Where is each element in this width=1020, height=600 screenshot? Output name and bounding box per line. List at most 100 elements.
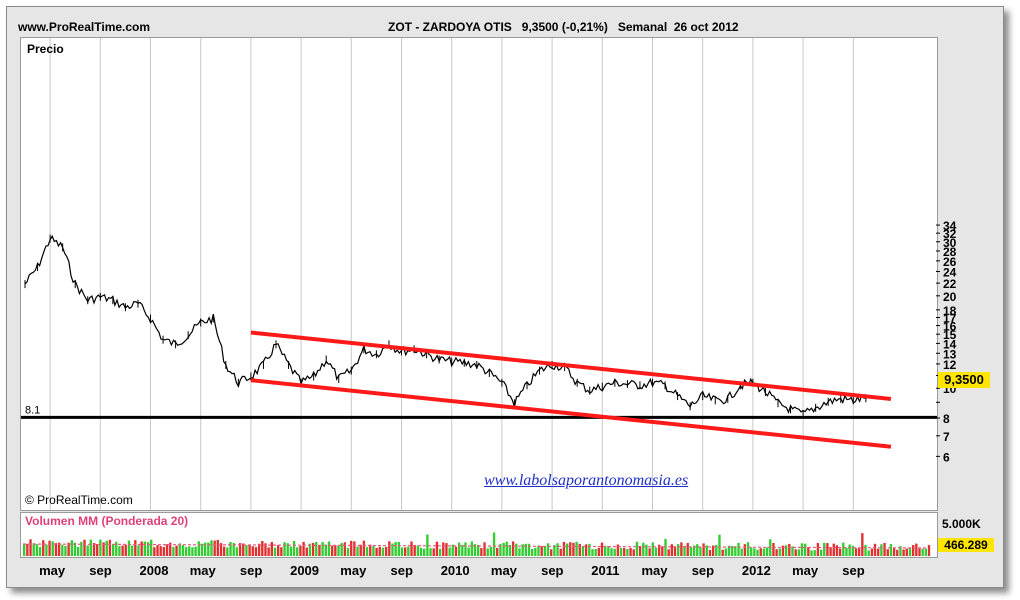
volume-bar	[461, 544, 464, 556]
volume-bar	[686, 543, 689, 556]
volume-bar	[432, 548, 435, 556]
y-tick-label: 13	[943, 347, 957, 361]
volume-bar	[76, 547, 80, 556]
volume-bar	[667, 549, 670, 556]
volume-bar	[419, 547, 423, 556]
volume-bar	[451, 544, 454, 556]
y-tick-label: 24	[943, 266, 957, 280]
volume-bar	[804, 543, 807, 556]
volume-bar	[197, 541, 200, 556]
volume-bar	[753, 548, 756, 556]
y-tick-label: 34	[943, 219, 957, 233]
volume-bar	[597, 547, 601, 556]
volume-bar	[232, 543, 235, 556]
volume-bar	[70, 540, 73, 556]
volume-bar	[654, 547, 658, 556]
volume-bar	[616, 544, 620, 556]
volume-bar	[550, 549, 553, 556]
volume-bar	[905, 548, 908, 556]
volume-bar	[92, 543, 96, 556]
volume-bar	[369, 544, 372, 556]
volume-panel-label: Volumen MM (Ponderada 20)	[25, 514, 189, 528]
volume-bar	[638, 546, 642, 556]
volume-bar	[867, 550, 870, 556]
volume-bar	[600, 542, 604, 556]
volume-bar	[375, 547, 378, 556]
volume-bar	[762, 548, 766, 556]
volume-bar	[143, 541, 147, 556]
volume-panel[interactable]: Volumen MM (Ponderada 20)	[20, 512, 938, 558]
volume-bar	[286, 543, 289, 556]
price-series-line	[24, 234, 866, 414]
y-tick-label: 22	[943, 277, 957, 291]
volume-bar	[321, 542, 324, 556]
volume-bar	[794, 549, 797, 556]
x-tick-label: 2011	[591, 563, 619, 578]
volume-bar	[861, 533, 864, 556]
volume-bar	[188, 546, 191, 556]
volume-bar	[207, 542, 210, 556]
volume-bar	[661, 546, 664, 556]
volume-bar	[64, 545, 67, 556]
volume-bar	[788, 543, 791, 556]
y-tick-label: 18	[943, 304, 957, 318]
volume-bar	[130, 545, 134, 556]
volume-bar	[454, 546, 458, 556]
x-tick-label: sep	[692, 563, 714, 578]
volume-bar	[537, 545, 540, 556]
volume-bar	[683, 545, 686, 556]
volume-bar	[626, 549, 629, 556]
volume-bar	[429, 548, 432, 556]
time-axis-labels: may sep 2008 may sep 2009 may sep 2010 may sep 2011…	[39, 563, 865, 578]
volume-bar	[334, 545, 337, 556]
volume-bar	[927, 545, 931, 556]
volume-bar	[86, 545, 89, 556]
volume-bar	[483, 542, 486, 556]
price-panel[interactable]: 8.1 Precio © ProRealTime.com www.labolsa…	[20, 37, 938, 511]
volume-bar	[159, 546, 162, 556]
volume-bar	[51, 541, 54, 556]
volume-bar	[410, 541, 413, 556]
volume-bar	[854, 548, 858, 556]
volume-bar	[26, 543, 29, 556]
volume-bar	[210, 540, 213, 556]
volume-bar	[276, 545, 280, 556]
volume-moving-average	[23, 543, 928, 549]
volume-bar	[248, 544, 251, 556]
support-line-label: 8.1	[25, 404, 40, 416]
volume-bar	[403, 547, 407, 556]
volume-bar	[562, 541, 566, 556]
watermark-link[interactable]: www.labolsaporantonomasia.es	[484, 472, 689, 489]
volume-bar	[467, 547, 470, 556]
last-price-badge: 9,3500	[938, 372, 990, 388]
volume-bar	[121, 545, 124, 556]
x-tick-label: may	[792, 563, 819, 578]
volume-bar	[219, 543, 223, 556]
volume-bar	[178, 543, 181, 556]
volume-bar	[670, 544, 674, 556]
volume-bar	[308, 543, 312, 556]
volume-bar	[273, 547, 277, 556]
volume-bar	[702, 543, 705, 556]
volume-bar	[708, 549, 712, 556]
volume-bar	[153, 547, 156, 556]
volume-bar	[594, 549, 597, 556]
volume-bar	[883, 542, 886, 556]
volume-bar	[877, 548, 880, 556]
volume-bar	[175, 545, 178, 556]
volume-bar	[435, 541, 439, 556]
volume-bar	[572, 542, 575, 556]
price-chart: 8.1	[21, 38, 937, 510]
volume-bar	[899, 546, 902, 556]
site-label[interactable]: www.ProRealTime.com	[18, 20, 151, 34]
volume-bar	[343, 542, 347, 556]
volume-bar	[416, 545, 420, 556]
volume-bar	[73, 542, 77, 556]
volume-bar	[486, 548, 489, 556]
volume-bar	[413, 544, 416, 556]
volume-bar	[838, 548, 842, 556]
volume-bar	[165, 544, 169, 556]
x-tick-label: 2012	[742, 563, 771, 578]
volume-bar	[613, 548, 616, 556]
volume-bar	[381, 547, 385, 556]
